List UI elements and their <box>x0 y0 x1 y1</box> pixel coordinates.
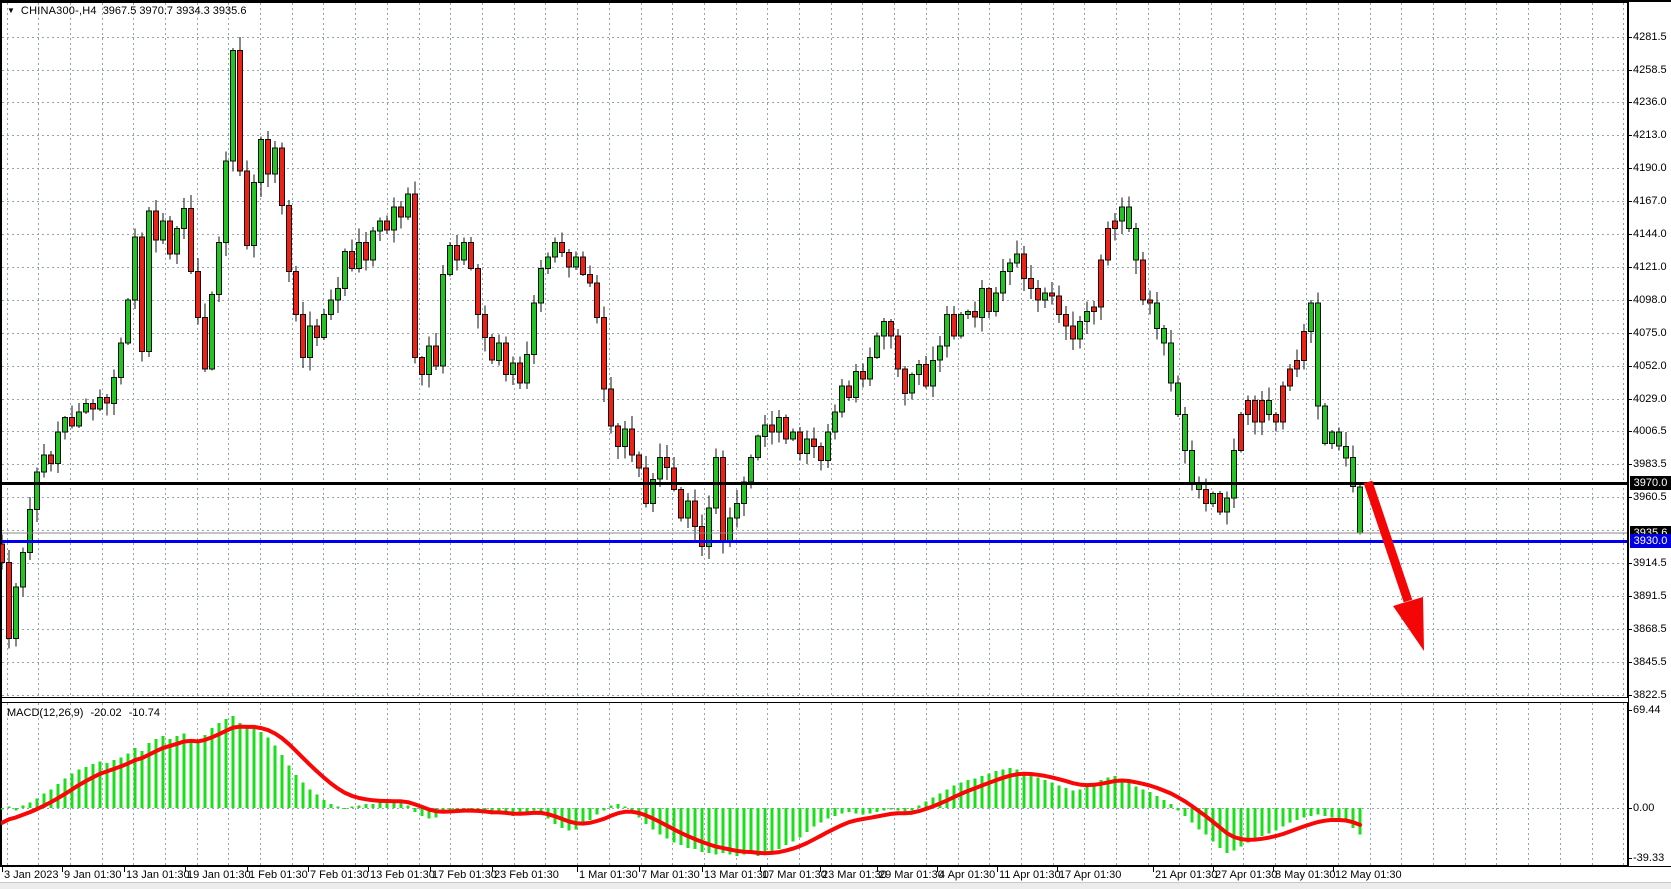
time-axis-label: 23 Feb 01:30 <box>494 869 559 881</box>
time-axis-label: 3 Jan 2023 <box>4 869 59 881</box>
price-axis-label: 4167.0 <box>1633 195 1667 207</box>
trend-arrow-annotation[interactable] <box>1363 480 1424 651</box>
time-axis-label: 7 Feb 01:30 <box>310 869 369 881</box>
price-axis-label: 3868.5 <box>1633 623 1667 635</box>
price-axis-label: 3822.5 <box>1633 689 1667 701</box>
price-axis-label: 4236.0 <box>1633 96 1667 108</box>
resistance-price-badge: 3970.0 <box>1630 476 1671 490</box>
macd-axis-label: 69.44 <box>1633 704 1661 716</box>
resistance-line-3970[interactable] <box>2 482 1628 485</box>
time-axis-label: 27 Apr 01:30 <box>1215 869 1278 881</box>
price-axis-label: 3983.5 <box>1633 458 1667 470</box>
price-axis-label: 3960.5 <box>1633 491 1667 503</box>
support-price-badge: 3930.0 <box>1630 534 1671 548</box>
time-axis-label: 19 Jan 01:30 <box>187 869 251 881</box>
price-axis-label: 3845.5 <box>1633 656 1667 668</box>
time-axis-label: 13 Feb 01:30 <box>370 869 435 881</box>
macd-name: MACD(12,26,9) <box>7 707 84 719</box>
status-strip <box>0 882 1671 889</box>
support-line-3930[interactable] <box>2 540 1628 543</box>
window-top-border <box>0 0 1671 2</box>
time-axis-label: 1 Mar 01:30 <box>579 869 638 881</box>
price-axis-label: 3891.5 <box>1633 590 1667 602</box>
price-axis-label: 4098.0 <box>1633 294 1667 306</box>
macd-axis-label: 0.00 <box>1633 802 1655 814</box>
time-axis-label: 4 Apr 01:30 <box>939 869 996 881</box>
macd-main-value: -20.02 <box>90 707 122 719</box>
time-axis-label: 9 Jan 01:30 <box>64 869 122 881</box>
time-axis-label: 17 Feb 01:30 <box>432 869 497 881</box>
time-axis-label: 17 Mar 01:30 <box>762 869 827 881</box>
price-axis-label: 4052.0 <box>1633 360 1667 372</box>
price-axis-label: 4258.5 <box>1633 64 1667 76</box>
time-axis-label: 29 Mar 01:30 <box>879 869 944 881</box>
macd-axis-label: -39.33 <box>1633 852 1665 864</box>
time-axis-label: 12 May 01:30 <box>1335 869 1402 881</box>
chart-title: ▼ CHINA300-,H4 3967.5 3970.7 3934.3 3935… <box>7 5 246 17</box>
time-axis-label: 11 Apr 01:30 <box>999 869 1061 881</box>
macd-signal-value: -10.74 <box>128 707 160 719</box>
price-axis-label: 4144.0 <box>1633 228 1667 240</box>
time-axis-label: 17 Apr 01:30 <box>1059 869 1122 881</box>
time-axis-label: 8 May 01:30 <box>1275 869 1336 881</box>
price-axis-label: 4281.5 <box>1633 31 1667 43</box>
price-axis-label: 4121.0 <box>1633 261 1667 273</box>
symbol-period-label: CHINA300-,H4 <box>20 5 97 17</box>
macd-indicator-label: MACD(12,26,9) -20.02 -10.74 <box>7 707 164 719</box>
price-axis-label: 4190.0 <box>1633 162 1667 174</box>
time-axis-label: 1 Feb 01:30 <box>249 869 308 881</box>
time-axis-label: 23 Mar 01:30 <box>822 869 887 881</box>
time-axis-label: 7 Mar 01:30 <box>641 869 700 881</box>
price-axis-label: 4075.0 <box>1633 327 1667 339</box>
price-axis-label: 4213.0 <box>1633 129 1667 141</box>
time-axis-label: 21 Apr 01:30 <box>1155 869 1218 881</box>
price-axis-label: 4006.5 <box>1633 425 1667 437</box>
price-axis-label: 4029.0 <box>1633 393 1667 405</box>
price-axis-label: 3914.5 <box>1633 557 1667 569</box>
time-axis-label: 13 Mar 01:30 <box>704 869 769 881</box>
ohlc-values: 3967.5 3970.7 3934.3 3935.6 <box>102 5 247 17</box>
chevron-down-icon[interactable]: ▼ <box>7 6 15 15</box>
time-axis-label: 13 Jan 01:30 <box>126 869 190 881</box>
